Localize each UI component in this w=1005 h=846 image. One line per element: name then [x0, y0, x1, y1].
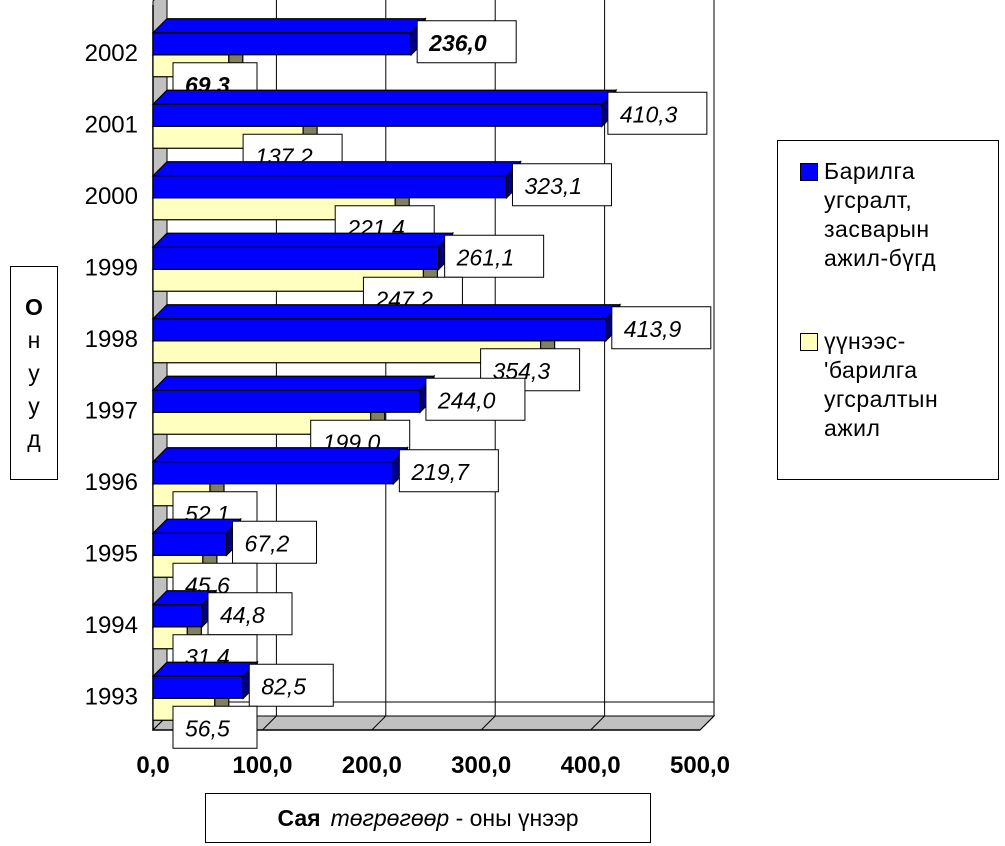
legend-swatch-blue	[800, 163, 818, 181]
data-label-yellow: 56,5	[185, 715, 230, 741]
x-axis-title-italic: төгрөгөөр	[330, 804, 450, 831]
data-label-blue-box	[607, 91, 708, 135]
bar-blue	[151, 88, 618, 128]
bar-blue	[151, 589, 218, 629]
data-label-blue-box	[444, 234, 545, 278]
bar-front	[152, 246, 440, 270]
data-label-blue: 219,7	[410, 459, 470, 485]
legend-swatch-yellow	[800, 333, 818, 351]
data-label-blue: 67,2	[245, 530, 290, 556]
x-tick-label: 200,0	[342, 752, 402, 779]
bar-blue	[151, 231, 455, 271]
y-axis-title-letter: О	[25, 293, 43, 320]
x-tick-label: 400,0	[561, 752, 621, 779]
data-label-blue-box	[398, 449, 499, 493]
bar-top	[151, 89, 618, 105]
data-label-blue-box	[611, 306, 712, 350]
data-label-yellow-box	[172, 705, 258, 749]
floor-gridline	[590, 715, 605, 731]
bar-blue	[151, 446, 409, 486]
x-axis-title: Сая төгрөгөөр - оны үнээр	[205, 793, 651, 843]
floor-gridline	[371, 715, 387, 731]
bar-front	[152, 318, 607, 342]
bar-top	[151, 447, 409, 463]
data-label-blue: 44,8	[220, 602, 265, 628]
data-label-blue: 261,1	[456, 244, 515, 270]
bar-blue	[151, 160, 522, 200]
x-tick-label: 500,0	[670, 752, 730, 779]
bar-front	[152, 675, 244, 699]
x-axis-title-rest: - оны үнээр	[449, 804, 579, 831]
data-label-blue: 82,5	[261, 673, 306, 699]
bar-blue	[151, 17, 427, 57]
x-tick-label: 300,0	[451, 752, 511, 779]
y-tick-label: 1997	[85, 397, 138, 424]
x-axis-title-bold: Сая	[277, 804, 321, 831]
y-axis-title-letter: д	[27, 425, 41, 452]
bar-blue	[151, 660, 259, 700]
y-tick-label: 2000	[85, 183, 138, 210]
y-tick-label: 1999	[85, 254, 138, 281]
y-tick-label: 1994	[85, 612, 138, 639]
bar-front	[152, 175, 508, 199]
y-tick-label: 1998	[85, 326, 138, 353]
y-tick-label: 2002	[85, 40, 138, 67]
legend-label-total: Барилга угсралт, засварын ажил-бүгд	[824, 158, 937, 271]
data-label-blue-box	[425, 377, 526, 421]
bar-top	[151, 161, 522, 177]
y-tick-label: 1995	[85, 540, 138, 567]
data-label-blue-box	[416, 20, 517, 64]
bar-front	[152, 32, 412, 56]
floor-gridline	[699, 715, 715, 731]
data-label-blue: 413,9	[624, 316, 682, 342]
legend-item-construction: үүнээс- 'барилга угсралтын ажил	[800, 327, 974, 443]
legend-label-construction: үүнээс- 'барилга угсралтын ажил	[824, 328, 939, 441]
legend: Барилга угсралт, засварын ажил-бүгд үүнэ…	[777, 140, 999, 480]
bar-front	[152, 389, 421, 413]
data-label-blue: 410,3	[620, 101, 678, 127]
bar-blue	[151, 374, 436, 414]
bar-top	[151, 18, 427, 34]
floor-gridline	[480, 715, 496, 731]
data-label-blue: 244,0	[437, 387, 496, 413]
data-label-blue-box	[232, 520, 318, 564]
bar-front	[152, 461, 394, 485]
y-axis-title-letter: у	[28, 359, 40, 386]
bar-top	[151, 304, 622, 320]
bar-top	[151, 518, 242, 534]
y-axis-title: О н у у д	[10, 266, 58, 480]
data-label-blue: 323,1	[524, 173, 582, 199]
bar-top	[151, 232, 455, 248]
y-axis-title-letter: н	[27, 326, 41, 353]
data-label-blue-box	[511, 163, 612, 207]
y-tick-label: 2001	[85, 111, 138, 138]
legend-item-total: Барилга угсралт, засварын ажил-бүгд	[800, 157, 974, 273]
bar-top	[151, 375, 436, 391]
bar-blue	[151, 517, 242, 557]
data-label-blue-box	[207, 592, 293, 636]
bar-top	[151, 661, 259, 677]
bar-front	[152, 604, 203, 628]
y-axis-title-letter: у	[28, 392, 40, 419]
x-tick-label: 0,0	[136, 752, 169, 779]
bar-blue	[151, 303, 622, 343]
y-tick-label: 1993	[85, 683, 138, 710]
floor-gridline	[262, 715, 277, 731]
bar-front	[152, 532, 228, 556]
bar-front	[152, 103, 603, 127]
data-label-blue: 236,0	[428, 30, 487, 56]
y-tick-label: 1996	[85, 469, 138, 496]
data-label-blue-box	[248, 663, 334, 707]
x-tick-label: 100,0	[232, 752, 292, 779]
